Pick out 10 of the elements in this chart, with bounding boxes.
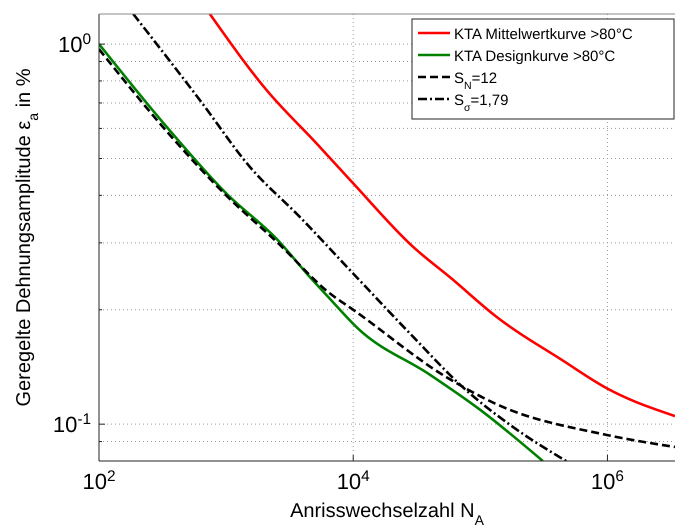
legend-label: KTA Mittelwertkurve >80°C bbox=[454, 26, 633, 43]
x-tick-label: 10$^{2}$ bbox=[82, 468, 116, 494]
legend-label: S$_{σ}$=1,79 bbox=[454, 92, 508, 114]
y-tick-label: 10$^{0}$ bbox=[58, 30, 91, 58]
x-tick-label: 10$^{4}$ bbox=[336, 468, 370, 494]
x-axis-title: Anrisswechselzahl N$_{A}$ bbox=[290, 500, 485, 527]
legend-label: KTA Designkurve >80°C bbox=[454, 48, 616, 65]
y-tick-label: 10$^{-1}$ bbox=[52, 410, 91, 438]
x-tick-label: 10$^{6}$ bbox=[590, 468, 624, 494]
legend-label: S$_{N}$=12 bbox=[454, 70, 498, 92]
